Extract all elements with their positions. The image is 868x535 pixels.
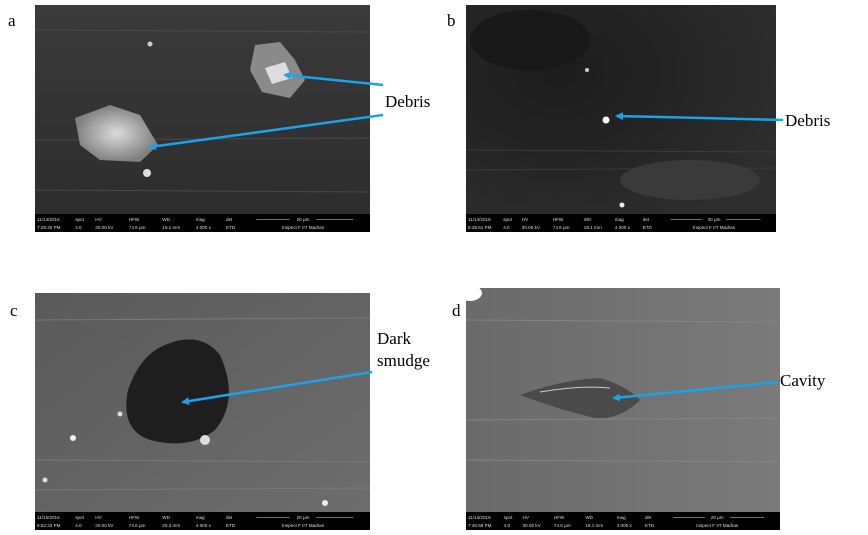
- info-value: 19.1 mm: [584, 225, 602, 230]
- info-value: 4.0: [503, 225, 510, 230]
- info-value: 19.1 mm: [585, 523, 603, 528]
- panel-label: c: [10, 301, 18, 320]
- info-value: 4 000 x: [617, 523, 633, 528]
- annotation: smudge: [377, 351, 430, 370]
- info-header: mag: [196, 515, 205, 520]
- info-value: 4 000 x: [196, 225, 212, 230]
- info-time: 7:46:58 PM: [468, 523, 492, 528]
- info-value: 20.3 mm: [162, 523, 180, 528]
- info-header: HV: [523, 515, 530, 520]
- annotation: Cavity: [780, 371, 826, 390]
- info-date: 11/14/2016: [468, 515, 491, 520]
- info-header: det: [226, 217, 233, 222]
- info-header: HFW: [553, 217, 564, 222]
- instrument: Inspect F IIT Madras: [282, 225, 325, 230]
- info-value: 74.6 µm: [553, 225, 570, 230]
- info-value: 74.6 µm: [129, 225, 146, 230]
- info-time: 8:39:51 PM: [468, 225, 492, 230]
- annotation: Debris: [785, 111, 830, 130]
- info-value: ETD: [226, 523, 236, 528]
- info-header: det: [226, 515, 233, 520]
- info-value: 4.0: [75, 225, 82, 230]
- info-header: spot: [504, 515, 513, 520]
- scale-bar: 20 µm: [297, 217, 310, 222]
- info-value: 4 000 x: [615, 225, 631, 230]
- instrument: Inspect F IIT Madras: [696, 523, 739, 528]
- info-header: WD: [162, 515, 170, 520]
- info-value: ETD: [645, 523, 655, 528]
- panel-label: d: [452, 301, 461, 320]
- info-value: 4.0: [75, 523, 82, 528]
- info-header: det: [643, 217, 650, 222]
- info-value: 30.00 kV: [95, 523, 114, 528]
- info-header: HFW: [129, 515, 140, 520]
- info-header: det: [645, 515, 652, 520]
- info-value: 30.00 kV: [522, 225, 541, 230]
- panel-label: a: [8, 11, 16, 30]
- instrument: Inspect F IIT Madras: [693, 225, 736, 230]
- info-value: 30.00 kV: [523, 523, 542, 528]
- info-bar: 11/14/2016 8:39:51 PM spot 4.0 HV 30.00 kV HFW…: [466, 214, 776, 232]
- info-value: 4.0: [504, 523, 511, 528]
- info-value: 74.6 µm: [129, 523, 146, 528]
- info-value: 30.00 kV: [95, 225, 114, 230]
- info-header: HV: [522, 217, 529, 222]
- info-header: HV: [95, 515, 102, 520]
- scale-bar: 20 µm: [708, 217, 721, 222]
- info-time: 8:52:33 PM: [37, 523, 61, 528]
- sem-image: [35, 5, 370, 232]
- info-header: WD: [584, 217, 592, 222]
- info-bar: 11/15/2016 8:52:33 PM spot 4.0 HV 30.00 kV HFW…: [35, 512, 370, 530]
- info-header: HFW: [554, 515, 565, 520]
- info-value: 19.1 mm: [162, 225, 180, 230]
- info-date: 11/14/2016: [37, 217, 60, 222]
- scale-bar: 20 µm: [711, 515, 724, 520]
- info-header: spot: [75, 515, 84, 520]
- info-header: spot: [503, 217, 512, 222]
- info-header: mag: [615, 217, 624, 222]
- annotation: Debris: [385, 92, 430, 111]
- info-header: HV: [95, 217, 102, 222]
- scale-bar: 20 µm: [297, 515, 310, 520]
- info-value: ETD: [226, 225, 236, 230]
- info-value: 4 000 x: [196, 523, 212, 528]
- info-header: spot: [75, 217, 84, 222]
- info-bar: 11/14/2016 7:29:40 PM spot 4.0 HV 30.00 kV HFW…: [35, 214, 370, 232]
- annotation: Dark: [377, 329, 411, 348]
- sem-image: [458, 285, 780, 530]
- figure: a Debris 11/14/2016 7:29:40 PM spot 4.0 HV 30.0…: [0, 0, 868, 535]
- sem-image: [35, 293, 370, 530]
- panel-label: b: [447, 11, 456, 30]
- info-date: 11/14/2016: [468, 217, 491, 222]
- info-header: WD: [162, 217, 170, 222]
- info-header: mag: [617, 515, 626, 520]
- info-header: mag: [196, 217, 205, 222]
- info-header: HFW: [129, 217, 140, 222]
- info-value: ETD: [643, 225, 653, 230]
- instrument: Inspect F IIT Madras: [282, 523, 325, 528]
- info-date: 11/15/2016: [37, 515, 60, 520]
- info-value: 74.6 µm: [554, 523, 571, 528]
- info-time: 7:29:40 PM: [37, 225, 61, 230]
- info-header: WD: [585, 515, 593, 520]
- info-bar: 11/14/2016 7:46:58 PM spot 4.0 HV 30.00 kV HFW…: [466, 512, 780, 530]
